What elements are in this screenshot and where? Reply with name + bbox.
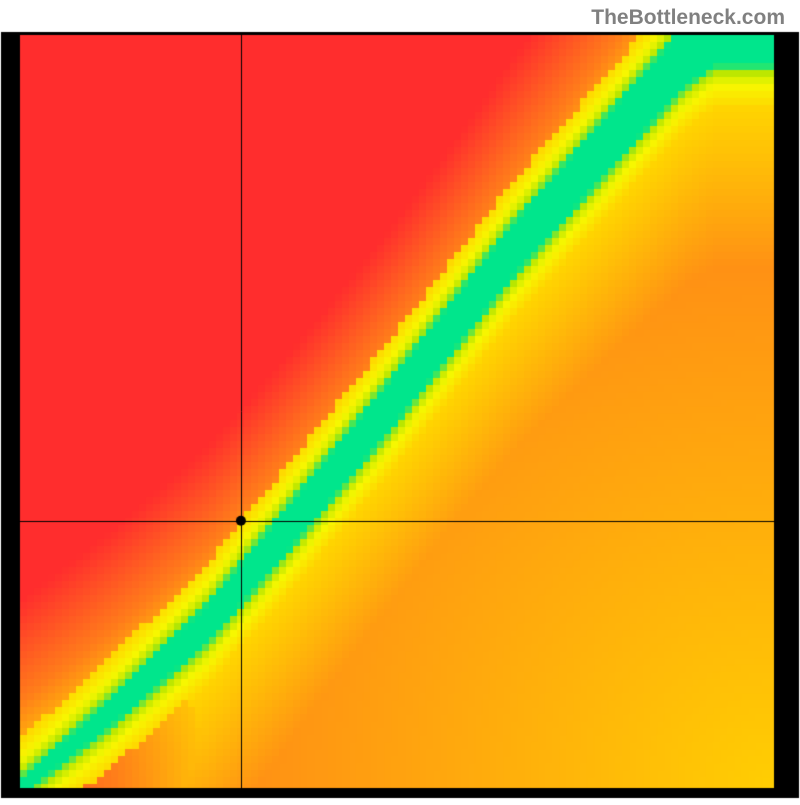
watermark-text: TheBottleneck.com (591, 6, 785, 30)
figure-container: TheBottleneck.com (0, 0, 800, 800)
plot-area (0, 0, 800, 800)
heatmap-canvas (0, 0, 800, 800)
